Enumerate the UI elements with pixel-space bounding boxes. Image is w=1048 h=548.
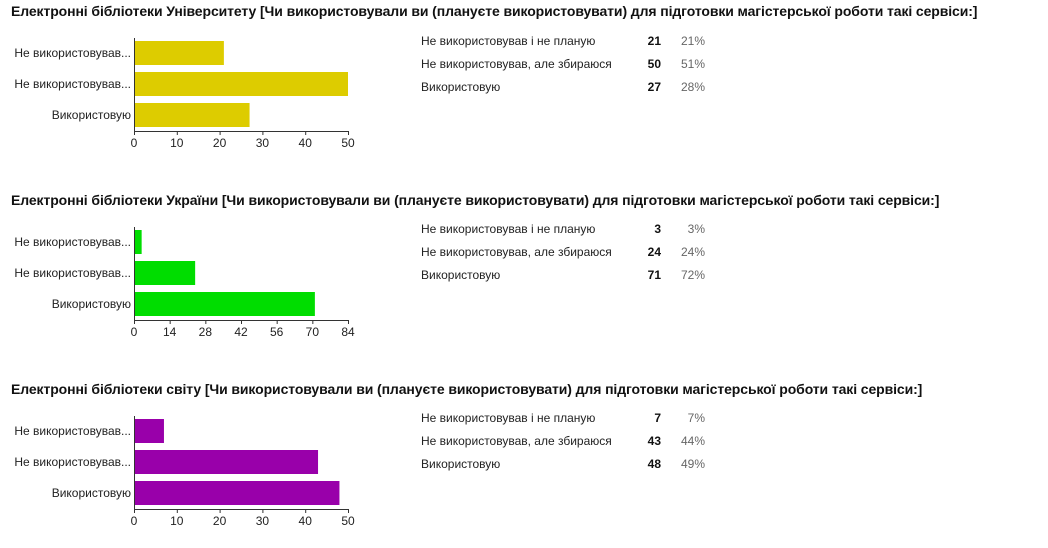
- answer-count: 3: [654, 221, 661, 236]
- summary-row: Не використовував і не планую 7 7%: [421, 406, 705, 429]
- answer-percent: 72%: [680, 267, 705, 282]
- summary-row: Використовую 48 49%: [421, 452, 705, 475]
- bar: [135, 230, 142, 254]
- answer-percent: 44%: [680, 433, 705, 448]
- x-tick-label: 70: [306, 325, 320, 339]
- category-label: Не використовував...: [14, 77, 131, 91]
- category-label: Не використовував...: [14, 235, 131, 249]
- answer-count: 50: [647, 56, 661, 71]
- answer-count: 7: [654, 410, 661, 425]
- x-tick-label: 0: [131, 514, 138, 528]
- summary-row: Використовую 71 72%: [421, 263, 705, 286]
- category-label: Використовую: [52, 108, 131, 122]
- answer-count: 48: [647, 456, 661, 471]
- answer-count: 71: [647, 267, 661, 282]
- answer-label: Не використовував і не планую: [421, 410, 596, 425]
- x-tick-label: 56: [270, 325, 284, 339]
- bar-chart: Не використовував... Не використовував...…: [14, 38, 355, 150]
- summary-table: Не використовував і не планую 21 21% Не …: [421, 29, 705, 98]
- answer-label: Не використовував, але збираюся: [421, 56, 612, 71]
- answer-percent: 3%: [687, 221, 705, 236]
- section-title: Електронні бібліотеки Університету [Чи в…: [11, 3, 978, 19]
- category-label: Не використовував...: [14, 455, 131, 469]
- answer-label: Не використовував і не планую: [421, 33, 596, 48]
- answer-label: Не використовував, але збираюся: [421, 433, 612, 448]
- x-tick-label: 14: [163, 325, 177, 339]
- x-tick-label: 40: [299, 514, 313, 528]
- summary-row: Не використовував і не планую 3 3%: [421, 217, 705, 240]
- x-tick-label: 84: [341, 325, 355, 339]
- x-tick-label: 20: [213, 514, 227, 528]
- bar-chart: Не використовував... Не використовував...…: [14, 227, 355, 339]
- answer-label: Використовую: [421, 267, 501, 282]
- bar: [135, 41, 224, 65]
- x-tick-label: 50: [341, 136, 355, 150]
- x-tick-label: 0: [131, 136, 138, 150]
- answer-percent: 28%: [680, 79, 705, 94]
- bar: [135, 481, 340, 505]
- survey-section-world: Електронні бібліотеки світу [Чи використ…: [0, 378, 1048, 548]
- answer-percent: 49%: [680, 456, 705, 471]
- summary-row: Не використовував, але збираюся 43 44%: [421, 429, 705, 452]
- bar: [135, 292, 315, 316]
- survey-section-ukraine: Електронні бібліотеки України [Чи викори…: [0, 189, 1048, 359]
- x-tick-label: 20: [213, 136, 227, 150]
- survey-section-university: Електронні бібліотеки Університету [Чи в…: [0, 0, 1048, 170]
- x-tick-label: 10: [170, 514, 184, 528]
- x-tick-label: 30: [256, 514, 270, 528]
- category-label: Використовую: [52, 486, 131, 500]
- answer-percent: 21%: [680, 33, 705, 48]
- x-tick-label: 28: [199, 325, 213, 339]
- x-tick-label: 30: [256, 136, 270, 150]
- answer-label: Не використовував, але збираюся: [421, 244, 612, 259]
- bar: [135, 450, 319, 474]
- category-label: Не використовував...: [14, 46, 131, 60]
- x-tick-label: 40: [299, 136, 313, 150]
- summary-row: Не використовував, але збираюся 24 24%: [421, 240, 705, 263]
- answer-count: 21: [647, 33, 661, 48]
- answer-count: 43: [647, 433, 661, 448]
- section-title: Електронні бібліотеки України [Чи викори…: [11, 192, 940, 208]
- category-label: Не використовував...: [14, 424, 131, 438]
- x-tick-label: 0: [131, 325, 138, 339]
- bar-chart: Не використовував... Не використовував...…: [14, 416, 355, 528]
- x-tick-label: 10: [170, 136, 184, 150]
- answer-count: 24: [647, 244, 661, 259]
- category-label: Використовую: [52, 297, 131, 311]
- category-label: Не використовував...: [14, 266, 131, 280]
- summary-row: Використовую 27 28%: [421, 75, 705, 98]
- x-tick-label: 50: [341, 514, 355, 528]
- section-title: Електронні бібліотеки світу [Чи використ…: [11, 381, 923, 397]
- answer-label: Не використовував і не планую: [421, 221, 596, 236]
- summary-table: Не використовував і не планую 3 3% Не ви…: [421, 217, 705, 286]
- answer-label: Використовую: [421, 79, 501, 94]
- summary-table: Не використовував і не планую 7 7% Не ви…: [421, 406, 705, 475]
- answer-percent: 7%: [687, 410, 705, 425]
- answer-percent: 51%: [680, 56, 705, 71]
- summary-row: Не використовував, але збираюся 50 51%: [421, 52, 705, 75]
- answer-percent: 24%: [680, 244, 705, 259]
- answer-label: Використовую: [421, 456, 501, 471]
- x-tick-label: 42: [234, 325, 248, 339]
- bar: [135, 419, 164, 443]
- bar: [135, 72, 348, 96]
- answer-count: 27: [647, 79, 661, 94]
- bar: [135, 103, 250, 127]
- summary-row: Не використовував і не планую 21 21%: [421, 29, 705, 52]
- bar: [135, 261, 196, 285]
